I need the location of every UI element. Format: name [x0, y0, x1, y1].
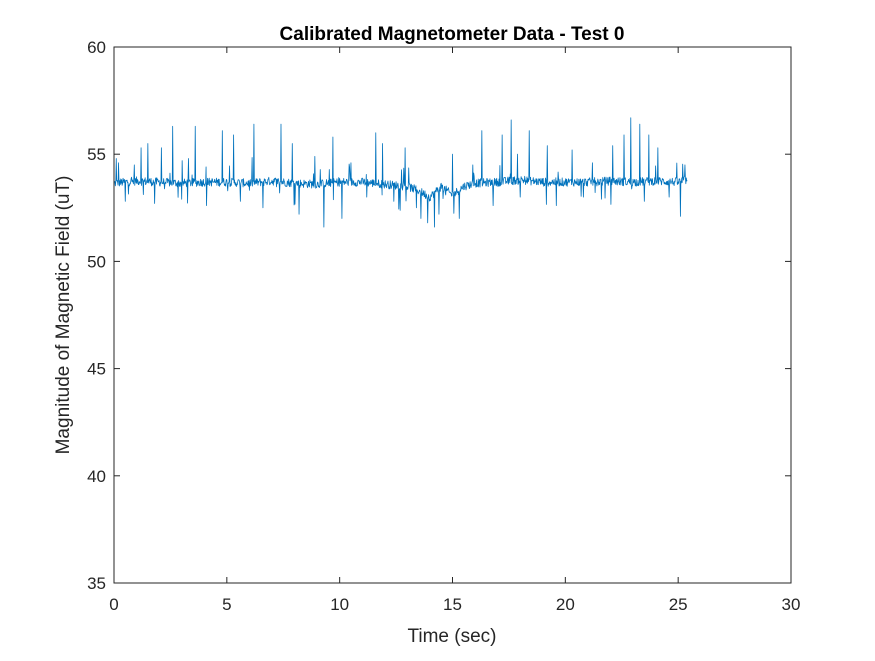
y-axis: 35 40 45 50 55 60	[87, 38, 791, 593]
x-tick-label: 5	[222, 595, 231, 614]
y-axis-label: Magnitude of Magnetic Field (uT)	[53, 176, 74, 455]
y-tick-label: 60	[87, 38, 106, 57]
y-tick-label: 40	[87, 467, 106, 486]
y-tick-label: 35	[87, 574, 106, 593]
x-tick-label: 20	[556, 595, 575, 614]
x-axis-label: Time (sec)	[407, 626, 496, 647]
x-tick-label: 0	[109, 595, 118, 614]
chart-title: Calibrated Magnetometer Data - Test 0	[280, 24, 625, 45]
series-line	[113, 117, 688, 228]
x-tick-label: 25	[669, 595, 688, 614]
x-tick-label: 30	[782, 595, 801, 614]
y-tick-label: 45	[87, 360, 106, 379]
x-tick-label: 10	[330, 595, 349, 614]
y-tick-label: 55	[87, 145, 106, 164]
x-axis: 0 5 10 15 20 25 30	[109, 47, 800, 614]
x-tick-label: 15	[443, 595, 462, 614]
y-tick-label: 50	[87, 252, 106, 271]
plot-area	[113, 117, 688, 228]
